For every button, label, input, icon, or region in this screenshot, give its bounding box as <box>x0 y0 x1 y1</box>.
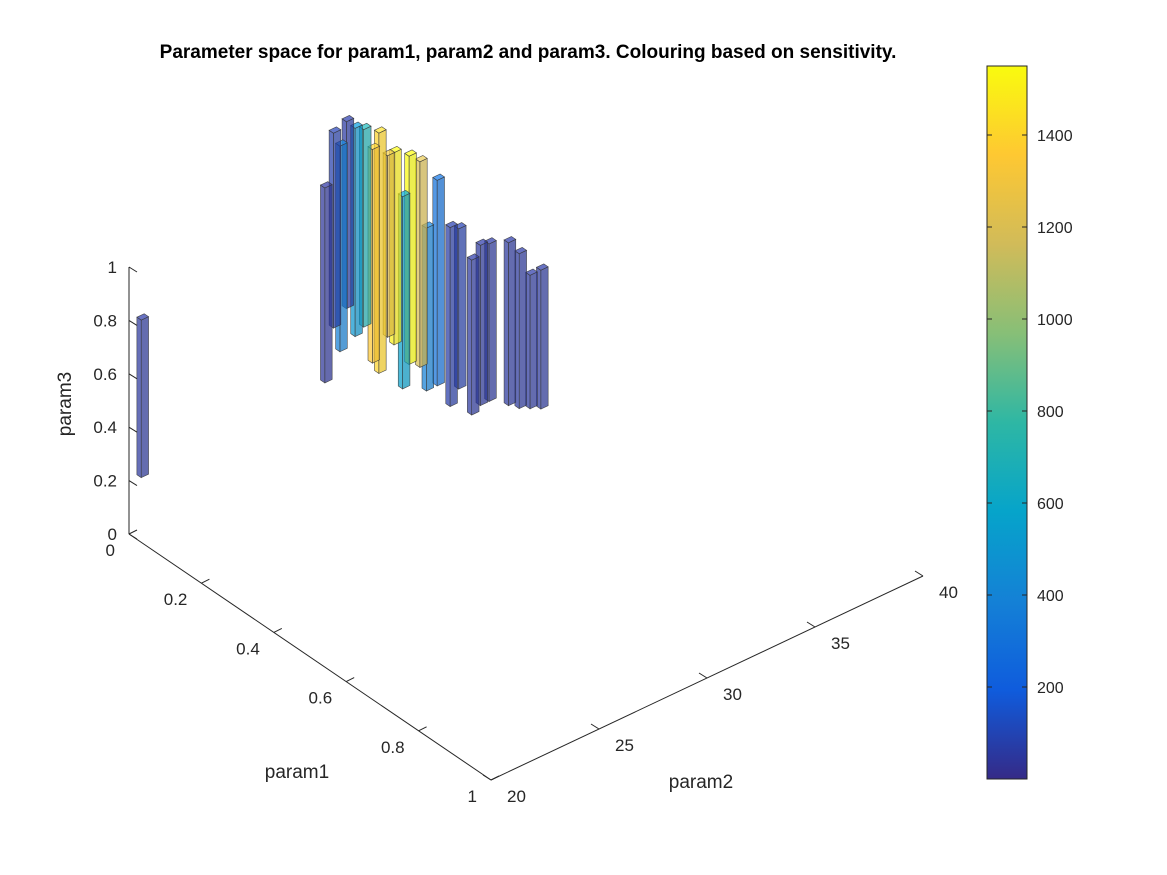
colorbar-tick-label: 200 <box>1037 680 1064 697</box>
param1-tick <box>345 677 355 683</box>
param3-tick <box>128 266 138 273</box>
colorbar <box>986 65 1028 780</box>
param1-tick-label: 0.6 <box>309 689 333 708</box>
param1-axis-line <box>128 533 492 781</box>
bar <box>535 263 549 410</box>
param3-tick <box>128 533 138 540</box>
param3-tick <box>128 373 138 380</box>
colorbar-tick-label: 600 <box>1037 496 1064 513</box>
param1-tick-label: 0 <box>106 541 115 560</box>
param2-tick-label: 35 <box>831 634 850 653</box>
param2-tick <box>698 672 708 679</box>
colorbar-tick-label: 800 <box>1037 404 1064 421</box>
colorbar-tick-label: 1000 <box>1037 312 1073 329</box>
param3-tick <box>128 480 138 487</box>
param3-tick-label: 1 <box>108 258 117 277</box>
param2-tick-label: 30 <box>723 685 742 704</box>
param3-tick-label: 0.2 <box>93 472 117 491</box>
bars-group <box>136 115 549 479</box>
param1-axis-label: param1 <box>265 762 329 783</box>
param3-axis-label: param3 <box>55 372 76 436</box>
param1-tick-label: 0.8 <box>381 738 405 757</box>
param2-axis-label: param2 <box>669 772 733 793</box>
param2-tick <box>590 723 600 730</box>
param2-tick-label: 40 <box>939 583 958 602</box>
param2-tick <box>482 774 492 781</box>
param3-tick-label: 0.8 <box>93 311 117 330</box>
param3-tick <box>128 426 138 433</box>
param3-tick-label: 0.6 <box>93 365 117 384</box>
param1-tick <box>418 726 427 732</box>
axis-ticks: 0 0.2 0.4 0.6 0.8 1 20 25 30 35 40 0 0.2 0.4 0.6 0.8 1 <box>93 258 958 806</box>
bar <box>414 155 428 369</box>
param1-tick-label: 1 <box>468 787 477 806</box>
colorbar-ticks: 200 400 600 800 1000 1200 1400 <box>987 128 1073 697</box>
param1-tick-label: 0.2 <box>164 590 188 609</box>
param3-tick-label: 0 <box>108 525 117 544</box>
param1-tick <box>490 775 500 781</box>
colorbar-tick-label: 1400 <box>1037 128 1073 145</box>
param3-tick-label: 0.4 <box>93 418 117 437</box>
bar <box>466 253 480 416</box>
bar <box>432 173 446 387</box>
colorbar-tick-label: 400 <box>1037 588 1064 605</box>
colorbar-tick-label: 1200 <box>1037 220 1073 237</box>
bar <box>503 236 517 407</box>
param2-tick <box>806 621 816 628</box>
bar <box>136 313 150 479</box>
param1-tick <box>128 529 138 535</box>
param1-tick <box>273 627 283 633</box>
param2-tick-label: 25 <box>615 736 634 755</box>
param1-tick-label: 0.4 <box>236 639 260 658</box>
bar <box>514 247 528 410</box>
param3-tick <box>128 319 138 326</box>
param2-tick <box>914 570 924 577</box>
bar <box>525 268 538 410</box>
bar <box>319 181 333 384</box>
bar <box>445 220 459 408</box>
chart-title: Parameter space for param1, param2 and p… <box>160 42 897 63</box>
param1-tick <box>201 578 210 584</box>
param2-tick-label: 20 <box>507 787 526 806</box>
